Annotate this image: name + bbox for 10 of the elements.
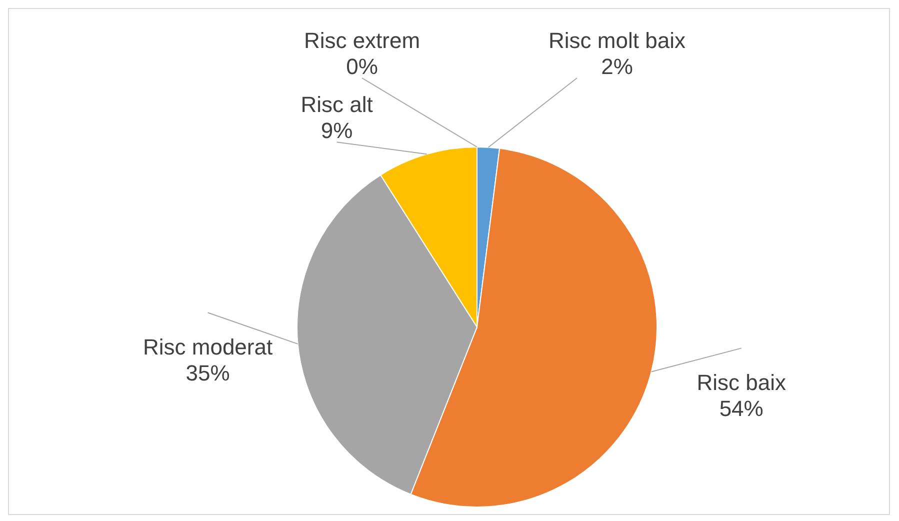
slice-label: Risc baix — [696, 370, 786, 396]
data-label: 35% — [186, 360, 230, 386]
category-label: Risc extrem — [304, 28, 420, 53]
slice-label: Risc moderat — [143, 334, 273, 360]
data-label: 54% — [719, 396, 764, 422]
text: 0% — [346, 54, 378, 79]
slice-label: Risc alt — [300, 92, 373, 118]
data-label: 2% — [601, 54, 633, 79]
slice-label: Risc molt baix — [548, 28, 686, 53]
data-label: 9% — [320, 118, 353, 144]
